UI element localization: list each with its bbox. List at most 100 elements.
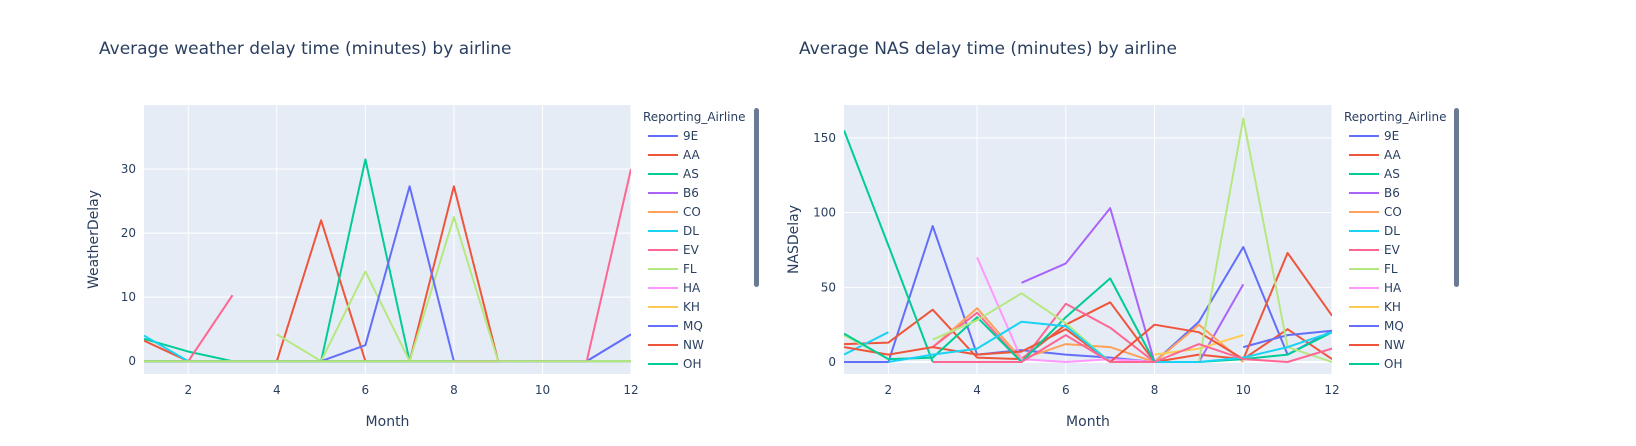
series-group bbox=[844, 117, 1332, 363]
series-line-ev-late-[interactable] bbox=[932, 334, 1332, 363]
legend-item-ha[interactable]: HA bbox=[1349, 281, 1402, 295]
legend-item-oh[interactable]: OH bbox=[648, 357, 701, 371]
x-tick-label: 2 bbox=[885, 383, 893, 397]
legend-item-ha[interactable]: HA bbox=[648, 281, 701, 295]
legend-item-co[interactable]: CO bbox=[1349, 205, 1402, 219]
legend-item-kh[interactable]: KH bbox=[1349, 300, 1401, 314]
series-line-ev[interactable] bbox=[932, 302, 1156, 363]
legend-label: EV bbox=[683, 243, 700, 257]
legend-title: Reporting_Airline bbox=[643, 110, 745, 124]
x-tick-label: 10 bbox=[535, 383, 550, 397]
y-tick-label: 0 bbox=[828, 355, 836, 369]
legend-item-mq[interactable]: MQ bbox=[648, 319, 703, 333]
legend-label: FL bbox=[683, 262, 697, 276]
legend-label: MQ bbox=[683, 319, 703, 333]
series-line-mq[interactable] bbox=[1243, 329, 1332, 349]
y-tick-label: 20 bbox=[121, 226, 136, 240]
series-line-9e[interactable] bbox=[844, 225, 1332, 363]
x-tick-label: 12 bbox=[1324, 383, 1339, 397]
legend-label: NW bbox=[683, 338, 704, 352]
y-tick-label: 150 bbox=[813, 131, 836, 145]
x-tick-label: 4 bbox=[273, 383, 281, 397]
legend-scrollbar[interactable] bbox=[754, 108, 759, 287]
chart-panel-2: Average NAS delay time (minutes) by airl… bbox=[786, 39, 1459, 430]
legend-label: 9E bbox=[683, 129, 698, 143]
legend-label: DL bbox=[1384, 224, 1400, 238]
series-line-aa[interactable] bbox=[844, 301, 1332, 363]
legend: Reporting_Airline 9E AA AS B6 CO DL EV FL HA KH MQ N… bbox=[1344, 108, 1459, 371]
legend-item-b6[interactable]: B6 bbox=[1349, 186, 1400, 200]
x-tick-label: 8 bbox=[1151, 383, 1159, 397]
legend-label: EV bbox=[1384, 243, 1401, 257]
legend-scrollbar[interactable] bbox=[1454, 108, 1459, 287]
legend-label: CO bbox=[1384, 205, 1402, 219]
legend-label: NW bbox=[1384, 338, 1405, 352]
y-tick-label: 100 bbox=[813, 206, 836, 220]
legend-item-oh[interactable]: OH bbox=[1349, 357, 1402, 371]
legend-item-aa[interactable]: AA bbox=[648, 148, 701, 162]
x-tick-label: 6 bbox=[1062, 383, 1070, 397]
legend-item-dl[interactable]: DL bbox=[648, 224, 699, 238]
chart-panel-1: Average weather delay time (minutes) by … bbox=[86, 39, 759, 430]
y-axis-title: NASDelay bbox=[786, 205, 802, 274]
legend-item-9e[interactable]: 9E bbox=[648, 129, 698, 143]
x-tick-label: 12 bbox=[623, 383, 638, 397]
legend-label: KH bbox=[1384, 300, 1401, 314]
x-tick-label: 4 bbox=[973, 383, 981, 397]
legend-label: AA bbox=[1384, 148, 1402, 162]
legend-label: 9E bbox=[1384, 129, 1399, 143]
plot-area bbox=[844, 105, 1332, 374]
legend: Reporting_Airline 9E AA AS B6 CO DL EV FL HA KH MQ N… bbox=[643, 108, 759, 371]
legend-item-fl[interactable]: FL bbox=[648, 262, 697, 276]
legend-item-nw[interactable]: NW bbox=[1349, 338, 1405, 352]
legend-label: DL bbox=[683, 224, 699, 238]
series-line-ha[interactable] bbox=[976, 256, 1155, 363]
x-axis-title: Month bbox=[366, 414, 410, 430]
legend-label: B6 bbox=[683, 186, 699, 200]
legend-label: HA bbox=[683, 281, 701, 295]
legend-label: CO bbox=[683, 205, 701, 219]
chart-title: Average NAS delay time (minutes) by airl… bbox=[799, 39, 1177, 59]
series-line-ev-late-[interactable] bbox=[585, 168, 631, 362]
legend-item-nw[interactable]: NW bbox=[648, 338, 704, 352]
legend-label: OH bbox=[1384, 357, 1402, 371]
series-line-dl[interactable] bbox=[844, 331, 889, 356]
legend-item-aa[interactable]: AA bbox=[1349, 148, 1402, 162]
legend-label: OH bbox=[683, 357, 701, 371]
x-tick-label: 8 bbox=[450, 383, 458, 397]
legend-item-ev[interactable]: EV bbox=[648, 243, 700, 257]
y-tick-label: 10 bbox=[121, 290, 136, 304]
legend-label: FL bbox=[1384, 262, 1398, 276]
legend-item-fl[interactable]: FL bbox=[1349, 262, 1398, 276]
legend-item-co[interactable]: CO bbox=[648, 205, 701, 219]
legend-label: HA bbox=[1384, 281, 1402, 295]
chart-title: Average weather delay time (minutes) by … bbox=[99, 39, 512, 59]
series-line-nw[interactable] bbox=[844, 251, 1332, 363]
y-tick-label: 30 bbox=[121, 162, 136, 176]
y-axis-title: WeatherDelay bbox=[86, 190, 102, 289]
series-group bbox=[144, 158, 631, 363]
series-line-oh[interactable] bbox=[844, 277, 1332, 363]
legend-label: KH bbox=[683, 300, 700, 314]
x-tick-label: 2 bbox=[184, 383, 192, 397]
legend-item-kh[interactable]: KH bbox=[648, 300, 700, 314]
legend-item-b6[interactable]: B6 bbox=[648, 186, 699, 200]
legend-title: Reporting_Airline bbox=[1344, 110, 1446, 124]
legend-item-ev[interactable]: EV bbox=[1349, 243, 1401, 257]
legend-item-9e[interactable]: 9E bbox=[1349, 129, 1399, 143]
legend-item-dl[interactable]: DL bbox=[1349, 224, 1400, 238]
series-line-as[interactable] bbox=[844, 130, 934, 363]
series-line-b6[interactable] bbox=[1021, 207, 1245, 363]
x-tick-label: 10 bbox=[1236, 383, 1251, 397]
legend-label: B6 bbox=[1384, 186, 1400, 200]
y-tick-label: 50 bbox=[821, 280, 836, 294]
series-line-kh[interactable] bbox=[1154, 334, 1244, 356]
legend-label: AA bbox=[683, 148, 701, 162]
x-tick-label: 6 bbox=[362, 383, 370, 397]
legend-label: MQ bbox=[1384, 319, 1404, 333]
legend-item-mq[interactable]: MQ bbox=[1349, 319, 1404, 333]
legend-item-as[interactable]: AS bbox=[648, 167, 699, 181]
legend-label: AS bbox=[1384, 167, 1400, 181]
legend-item-as[interactable]: AS bbox=[1349, 167, 1400, 181]
